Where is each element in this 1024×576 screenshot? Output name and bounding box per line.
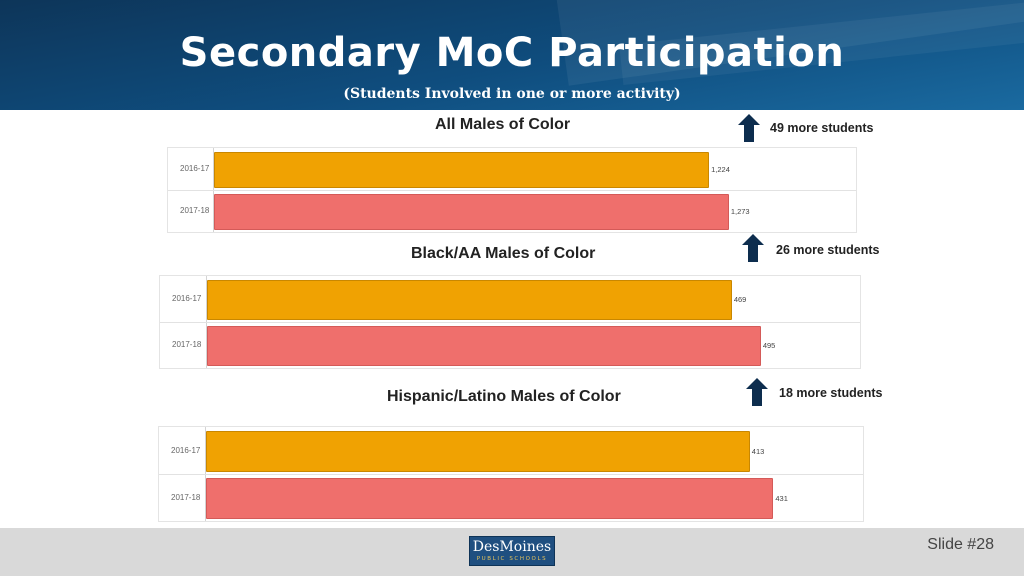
value-label: 1,224	[711, 165, 730, 174]
value-label: 1,273	[730, 207, 750, 216]
up-arrow-icon	[742, 234, 764, 262]
chart-panel: 2016-17 413 2017-18 431	[158, 426, 864, 522]
category-label: 2016-17	[171, 445, 201, 455]
up-arrow-icon	[746, 378, 768, 406]
bar-2016-17	[207, 280, 732, 320]
bar-2017-18	[206, 478, 774, 519]
up-arrow-icon	[738, 114, 760, 142]
bar-2016-17	[206, 431, 750, 472]
change-note: 49 more students	[770, 121, 874, 135]
category-label: 2016-17	[172, 294, 202, 303]
change-note: 26 more students	[776, 243, 880, 257]
header-banner: Secondary MoC Participation (Students In…	[0, 0, 1024, 110]
value-label: 413	[751, 446, 765, 456]
row-divider	[168, 190, 856, 191]
chart-panel: 2016-17 1,224 2017-18 1,273	[167, 147, 857, 233]
logo-sub-text: PUBLIC SCHOOLS	[476, 556, 548, 562]
row-divider	[159, 474, 863, 475]
chart-title-black-aa-males: Black/AA Males of Color	[411, 245, 596, 262]
slide-title: Secondary MoC Participation	[179, 30, 845, 76]
category-label: 2016-17	[180, 164, 210, 173]
chart-title-hispanic-latino-males: Hispanic/Latino Males of Color	[387, 388, 621, 405]
bar-2017-18	[207, 326, 761, 366]
value-label: 431	[775, 493, 788, 503]
slide-subtitle: (Students Involved in one or more activi…	[343, 86, 681, 102]
bar-2016-17	[214, 152, 710, 188]
footer-bar: DesMoines PUBLIC SCHOOLS Slide #28	[0, 528, 1024, 576]
slide-number: Slide #28	[927, 536, 994, 553]
bar-2017-18	[214, 194, 729, 230]
des-moines-logo: DesMoines PUBLIC SCHOOLS	[469, 536, 555, 566]
row-divider	[160, 322, 860, 323]
chart-panel: 2016-17 469 2017-18 495	[159, 275, 861, 369]
category-label: 2017-18	[171, 492, 201, 502]
logo-main-text: DesMoines	[472, 539, 552, 555]
chart-title-all-males: All Males of Color	[435, 116, 571, 133]
change-note: 18 more students	[779, 386, 883, 400]
category-label: 2017-18	[180, 206, 210, 215]
value-label: 495	[762, 341, 776, 350]
category-label: 2017-18	[172, 340, 202, 349]
value-label: 469	[733, 295, 747, 304]
